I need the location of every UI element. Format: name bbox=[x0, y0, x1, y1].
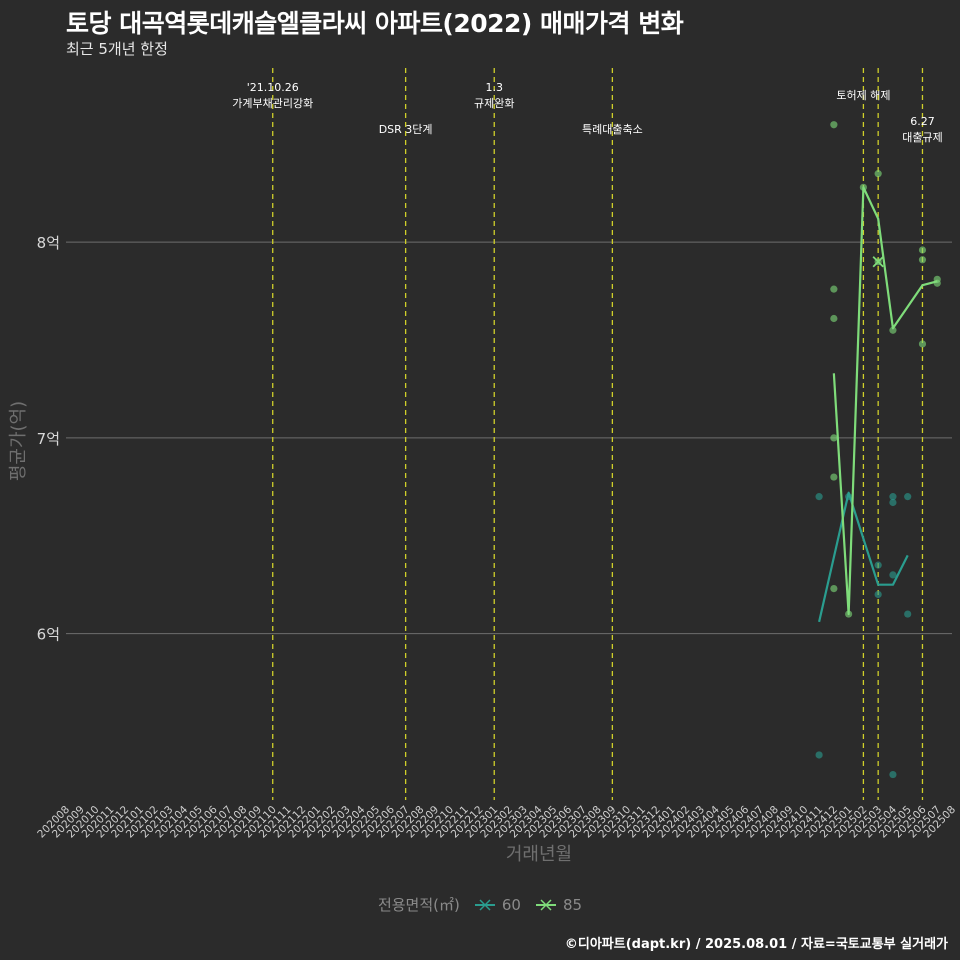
series-60-point bbox=[815, 493, 823, 501]
series-60-line bbox=[818, 491, 909, 623]
legend-item-85: 85 bbox=[535, 896, 582, 914]
series-85-point bbox=[830, 314, 838, 323]
series-85-point bbox=[830, 473, 838, 481]
chart-subtitle: 최근 5개년 한정 bbox=[66, 40, 168, 58]
legend-label-85: 85 bbox=[562, 895, 583, 914]
chart-title: 토당 대곡역롯데캐슬엘클라씨 아파트(2022) 매매가격 변화 bbox=[66, 9, 684, 38]
event-label: DSR 3단계 bbox=[379, 123, 433, 136]
series-60-point bbox=[874, 561, 882, 569]
y-axis-title: 평균가(억) bbox=[8, 401, 29, 481]
series-85-point bbox=[830, 434, 838, 442]
legend-swatch-85 bbox=[535, 898, 556, 911]
event-label: 1.3 bbox=[485, 81, 503, 94]
series-85-point bbox=[830, 285, 838, 293]
event-label: 6.27 bbox=[910, 115, 935, 128]
series-85-point bbox=[830, 121, 838, 129]
event-label: 토허제 해제 bbox=[836, 88, 890, 102]
series-85-point bbox=[874, 170, 882, 178]
legend-item-60: 60 bbox=[474, 896, 521, 914]
y-tick-label: 8억 bbox=[37, 234, 60, 252]
source-caption: ©디아파트(dapt.kr) / 2025.08.01 / 자료=국토교통부 실… bbox=[564, 937, 948, 952]
series-60-point bbox=[904, 610, 912, 618]
series-85-cross-mark bbox=[872, 256, 884, 268]
series-60-point bbox=[889, 493, 897, 501]
y-tick-label: 7억 bbox=[37, 430, 60, 448]
series-85-point bbox=[918, 340, 927, 348]
series-85-point bbox=[933, 279, 941, 287]
y-tick-label: 6억 bbox=[37, 626, 60, 644]
series-60-point bbox=[889, 498, 897, 507]
series-85-point bbox=[918, 256, 927, 264]
event-label: 규제완화 bbox=[474, 97, 514, 110]
event-label: 가계부채관리강화 bbox=[232, 97, 313, 110]
series-60-point bbox=[889, 770, 897, 779]
series-60-point bbox=[889, 571, 897, 579]
legend-label-60: 60 bbox=[501, 895, 521, 914]
legend-swatch-60 bbox=[474, 898, 495, 911]
legend-title: 전용면적(㎡) bbox=[377, 896, 460, 914]
series-60-point bbox=[815, 751, 823, 759]
event-label: 특례대출축소 bbox=[582, 123, 643, 136]
legend: 전용면적(㎡) 60 85 bbox=[0, 894, 960, 915]
event-label: 대출규제 bbox=[902, 131, 942, 144]
event-label: '21.10.26 bbox=[247, 81, 299, 94]
series-60-point bbox=[904, 493, 912, 501]
x-axis-title: 거래년월 bbox=[506, 844, 572, 865]
series-85-line bbox=[832, 186, 938, 616]
series-85-point bbox=[830, 585, 838, 593]
series-85-point bbox=[918, 246, 927, 254]
series-60-point bbox=[874, 590, 882, 599]
series-85-point bbox=[889, 326, 897, 334]
